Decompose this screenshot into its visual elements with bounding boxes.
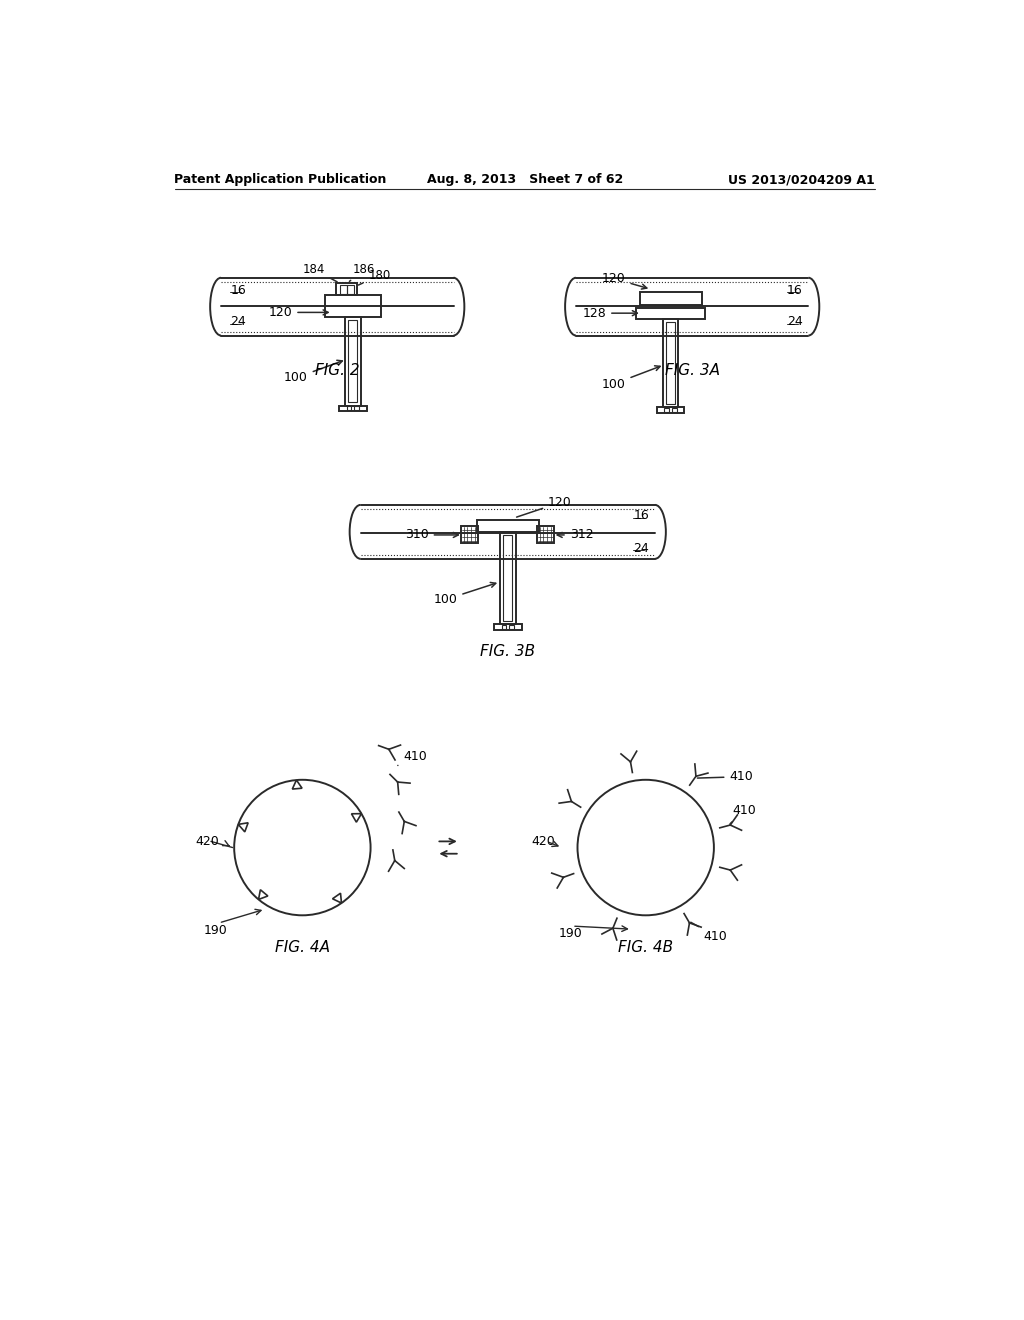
Text: Patent Application Publication: Patent Application Publication bbox=[174, 173, 387, 186]
Text: 120: 120 bbox=[602, 272, 647, 289]
Text: 420: 420 bbox=[196, 834, 219, 847]
Text: 120: 120 bbox=[516, 496, 571, 517]
Text: 24: 24 bbox=[230, 315, 246, 329]
Text: 16: 16 bbox=[633, 510, 649, 523]
Bar bbox=[672, 408, 677, 412]
Text: 24: 24 bbox=[786, 315, 803, 329]
Bar bbox=[347, 285, 353, 294]
Text: 190: 190 bbox=[203, 924, 227, 937]
Text: 310: 310 bbox=[404, 528, 459, 541]
Bar bbox=[640, 293, 701, 305]
Bar bbox=[348, 321, 357, 403]
Text: 410: 410 bbox=[697, 770, 753, 783]
Text: 190: 190 bbox=[559, 927, 583, 940]
Text: 16: 16 bbox=[786, 284, 803, 297]
Text: 186: 186 bbox=[349, 263, 375, 281]
Text: Aug. 8, 2013   Sheet 7 of 62: Aug. 8, 2013 Sheet 7 of 62 bbox=[427, 173, 623, 186]
Text: 410: 410 bbox=[398, 750, 427, 766]
Text: FIG. 4B: FIG. 4B bbox=[618, 940, 673, 956]
Text: 120: 120 bbox=[268, 306, 328, 319]
Bar bbox=[494, 624, 521, 630]
Bar bbox=[503, 535, 512, 622]
Text: 180: 180 bbox=[358, 269, 390, 285]
Bar bbox=[339, 405, 367, 411]
Bar bbox=[663, 318, 678, 407]
Bar bbox=[538, 527, 554, 544]
Text: FIG. 3A: FIG. 3A bbox=[665, 363, 720, 378]
Text: US 2013/0204209 A1: US 2013/0204209 A1 bbox=[728, 173, 876, 186]
Text: FIG. 3B: FIG. 3B bbox=[480, 644, 536, 659]
Bar bbox=[502, 626, 506, 628]
Text: 410: 410 bbox=[730, 804, 757, 824]
Bar bbox=[354, 407, 359, 411]
Text: 24: 24 bbox=[633, 541, 649, 554]
Text: 100: 100 bbox=[602, 366, 660, 391]
Bar bbox=[345, 317, 360, 405]
Text: 420: 420 bbox=[531, 834, 555, 847]
Text: 184: 184 bbox=[302, 263, 337, 282]
Bar bbox=[500, 532, 515, 624]
Bar bbox=[666, 322, 675, 404]
Text: FIG. 2: FIG. 2 bbox=[315, 363, 359, 378]
Text: 312: 312 bbox=[557, 528, 593, 541]
Bar bbox=[656, 407, 684, 412]
Bar bbox=[477, 520, 539, 532]
Bar bbox=[461, 527, 478, 544]
Bar bbox=[325, 296, 381, 317]
Text: 16: 16 bbox=[230, 284, 246, 297]
Text: FIG. 4A: FIG. 4A bbox=[274, 940, 330, 956]
Bar bbox=[346, 407, 351, 411]
Text: 410: 410 bbox=[691, 923, 728, 942]
Bar bbox=[340, 285, 347, 294]
Text: 128: 128 bbox=[583, 306, 637, 319]
Bar bbox=[336, 284, 357, 296]
Text: 100: 100 bbox=[284, 360, 342, 384]
Text: 100: 100 bbox=[433, 582, 496, 606]
Bar bbox=[665, 408, 669, 412]
Bar bbox=[509, 626, 514, 628]
Bar bbox=[636, 308, 706, 318]
